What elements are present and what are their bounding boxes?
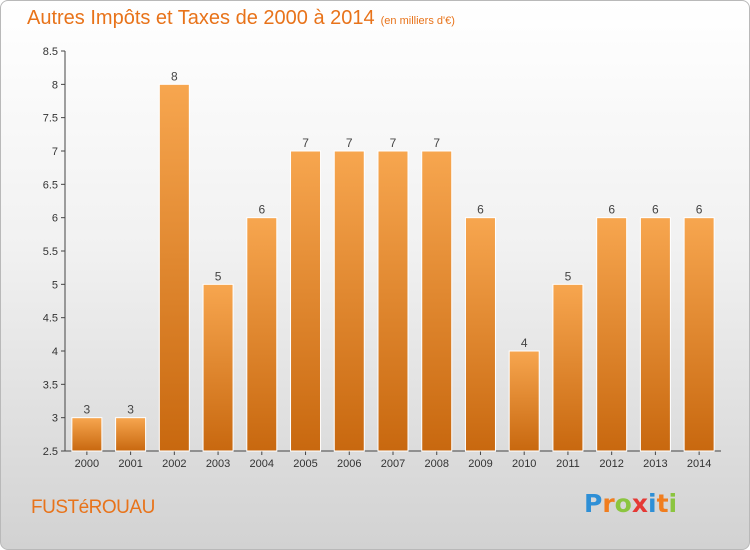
data-label: 7 [433, 136, 440, 150]
y-tick-label: 6 [52, 213, 58, 225]
x-tick-label: 2013 [643, 458, 667, 470]
logo-letter: i [668, 489, 678, 518]
x-tick-label: 2004 [250, 458, 274, 470]
y-axis: 2.5 3 3.5 4 4.5 5 5.5 6 6.5 7 7.5 8 8.5 [43, 46, 66, 458]
data-label: 7 [302, 136, 309, 150]
x-tick-label: 2007 [381, 458, 405, 470]
bar [464, 217, 496, 452]
y-tick-label: 7 [52, 146, 58, 158]
data-label: 3 [84, 403, 91, 417]
x-axis: 2000 2001 2002 2003 2004 2005 2006 2007 2008 2009… [65, 450, 721, 470]
chart-title-block: Autres Impôts et Taxes de 2000 à 2014 (en… [27, 7, 455, 30]
y-tick-label: 5.5 [43, 246, 58, 258]
bar [377, 150, 409, 452]
logo-letter: t [656, 489, 669, 518]
bar [202, 283, 234, 452]
data-label: 5 [565, 269, 572, 283]
data-label: 3 [127, 403, 134, 417]
bar [639, 217, 671, 452]
bar [683, 217, 715, 452]
bar [115, 417, 147, 452]
logo-letter: r [602, 489, 615, 518]
bars [71, 83, 715, 452]
data-label: 7 [346, 136, 353, 150]
bar [290, 150, 322, 452]
bar [333, 150, 365, 452]
x-tick-label: 2005 [293, 458, 317, 470]
data-label: 8 [171, 69, 178, 83]
x-tick-label: 2001 [118, 458, 142, 470]
bar [158, 83, 190, 452]
chart-subtitle: (en milliers d'€) [380, 15, 455, 27]
data-label: 7 [390, 136, 397, 150]
y-tick-label: 3.5 [43, 379, 58, 391]
bar [71, 417, 103, 452]
y-tick-label: 2.5 [43, 446, 58, 458]
data-labels: 3 3 8 5 6 7 7 7 7 6 4 5 6 6 6 [84, 69, 703, 416]
y-tick-label: 3 [52, 413, 58, 425]
x-tick-label: 2012 [599, 458, 623, 470]
x-tick-label: 2011 [556, 458, 580, 470]
data-label: 4 [521, 336, 528, 350]
logo-letter: i [648, 489, 657, 518]
x-tick-label: 2003 [206, 458, 230, 470]
y-tick-label: 7.5 [43, 113, 58, 125]
x-tick-label: 2006 [337, 458, 361, 470]
data-label: 5 [215, 269, 222, 283]
y-tick-label: 6.5 [43, 179, 58, 191]
logo-letter: x [631, 489, 648, 518]
data-label: 6 [258, 203, 265, 217]
proxiti-logo: Proxiti [584, 489, 677, 518]
data-label: 6 [652, 203, 659, 217]
commune-name: FUSTéROUAU [31, 497, 155, 518]
y-tick-label: 4 [52, 346, 58, 358]
logo-letter: o [614, 489, 632, 518]
y-tick-label: 4.5 [43, 313, 58, 325]
bar [508, 350, 540, 452]
x-tick-label: 2014 [687, 458, 711, 470]
y-tick-label: 8.5 [43, 46, 58, 58]
bar [552, 283, 584, 452]
bar [246, 217, 278, 452]
bar [596, 217, 628, 452]
logo-letter: P [584, 489, 603, 518]
x-tick-label: 2010 [512, 458, 536, 470]
y-tick-label: 8 [52, 79, 58, 91]
data-label: 6 [696, 203, 703, 217]
bar [421, 150, 453, 452]
x-tick-label: 2002 [162, 458, 186, 470]
data-label: 6 [608, 203, 615, 217]
y-tick-label: 5 [52, 279, 58, 291]
x-tick-label: 2009 [468, 458, 492, 470]
x-tick-label: 2000 [75, 458, 99, 470]
data-label: 6 [477, 203, 484, 217]
x-tick-label: 2008 [424, 458, 448, 470]
chart-title: Autres Impôts et Taxes de 2000 à 2014 [27, 7, 375, 29]
